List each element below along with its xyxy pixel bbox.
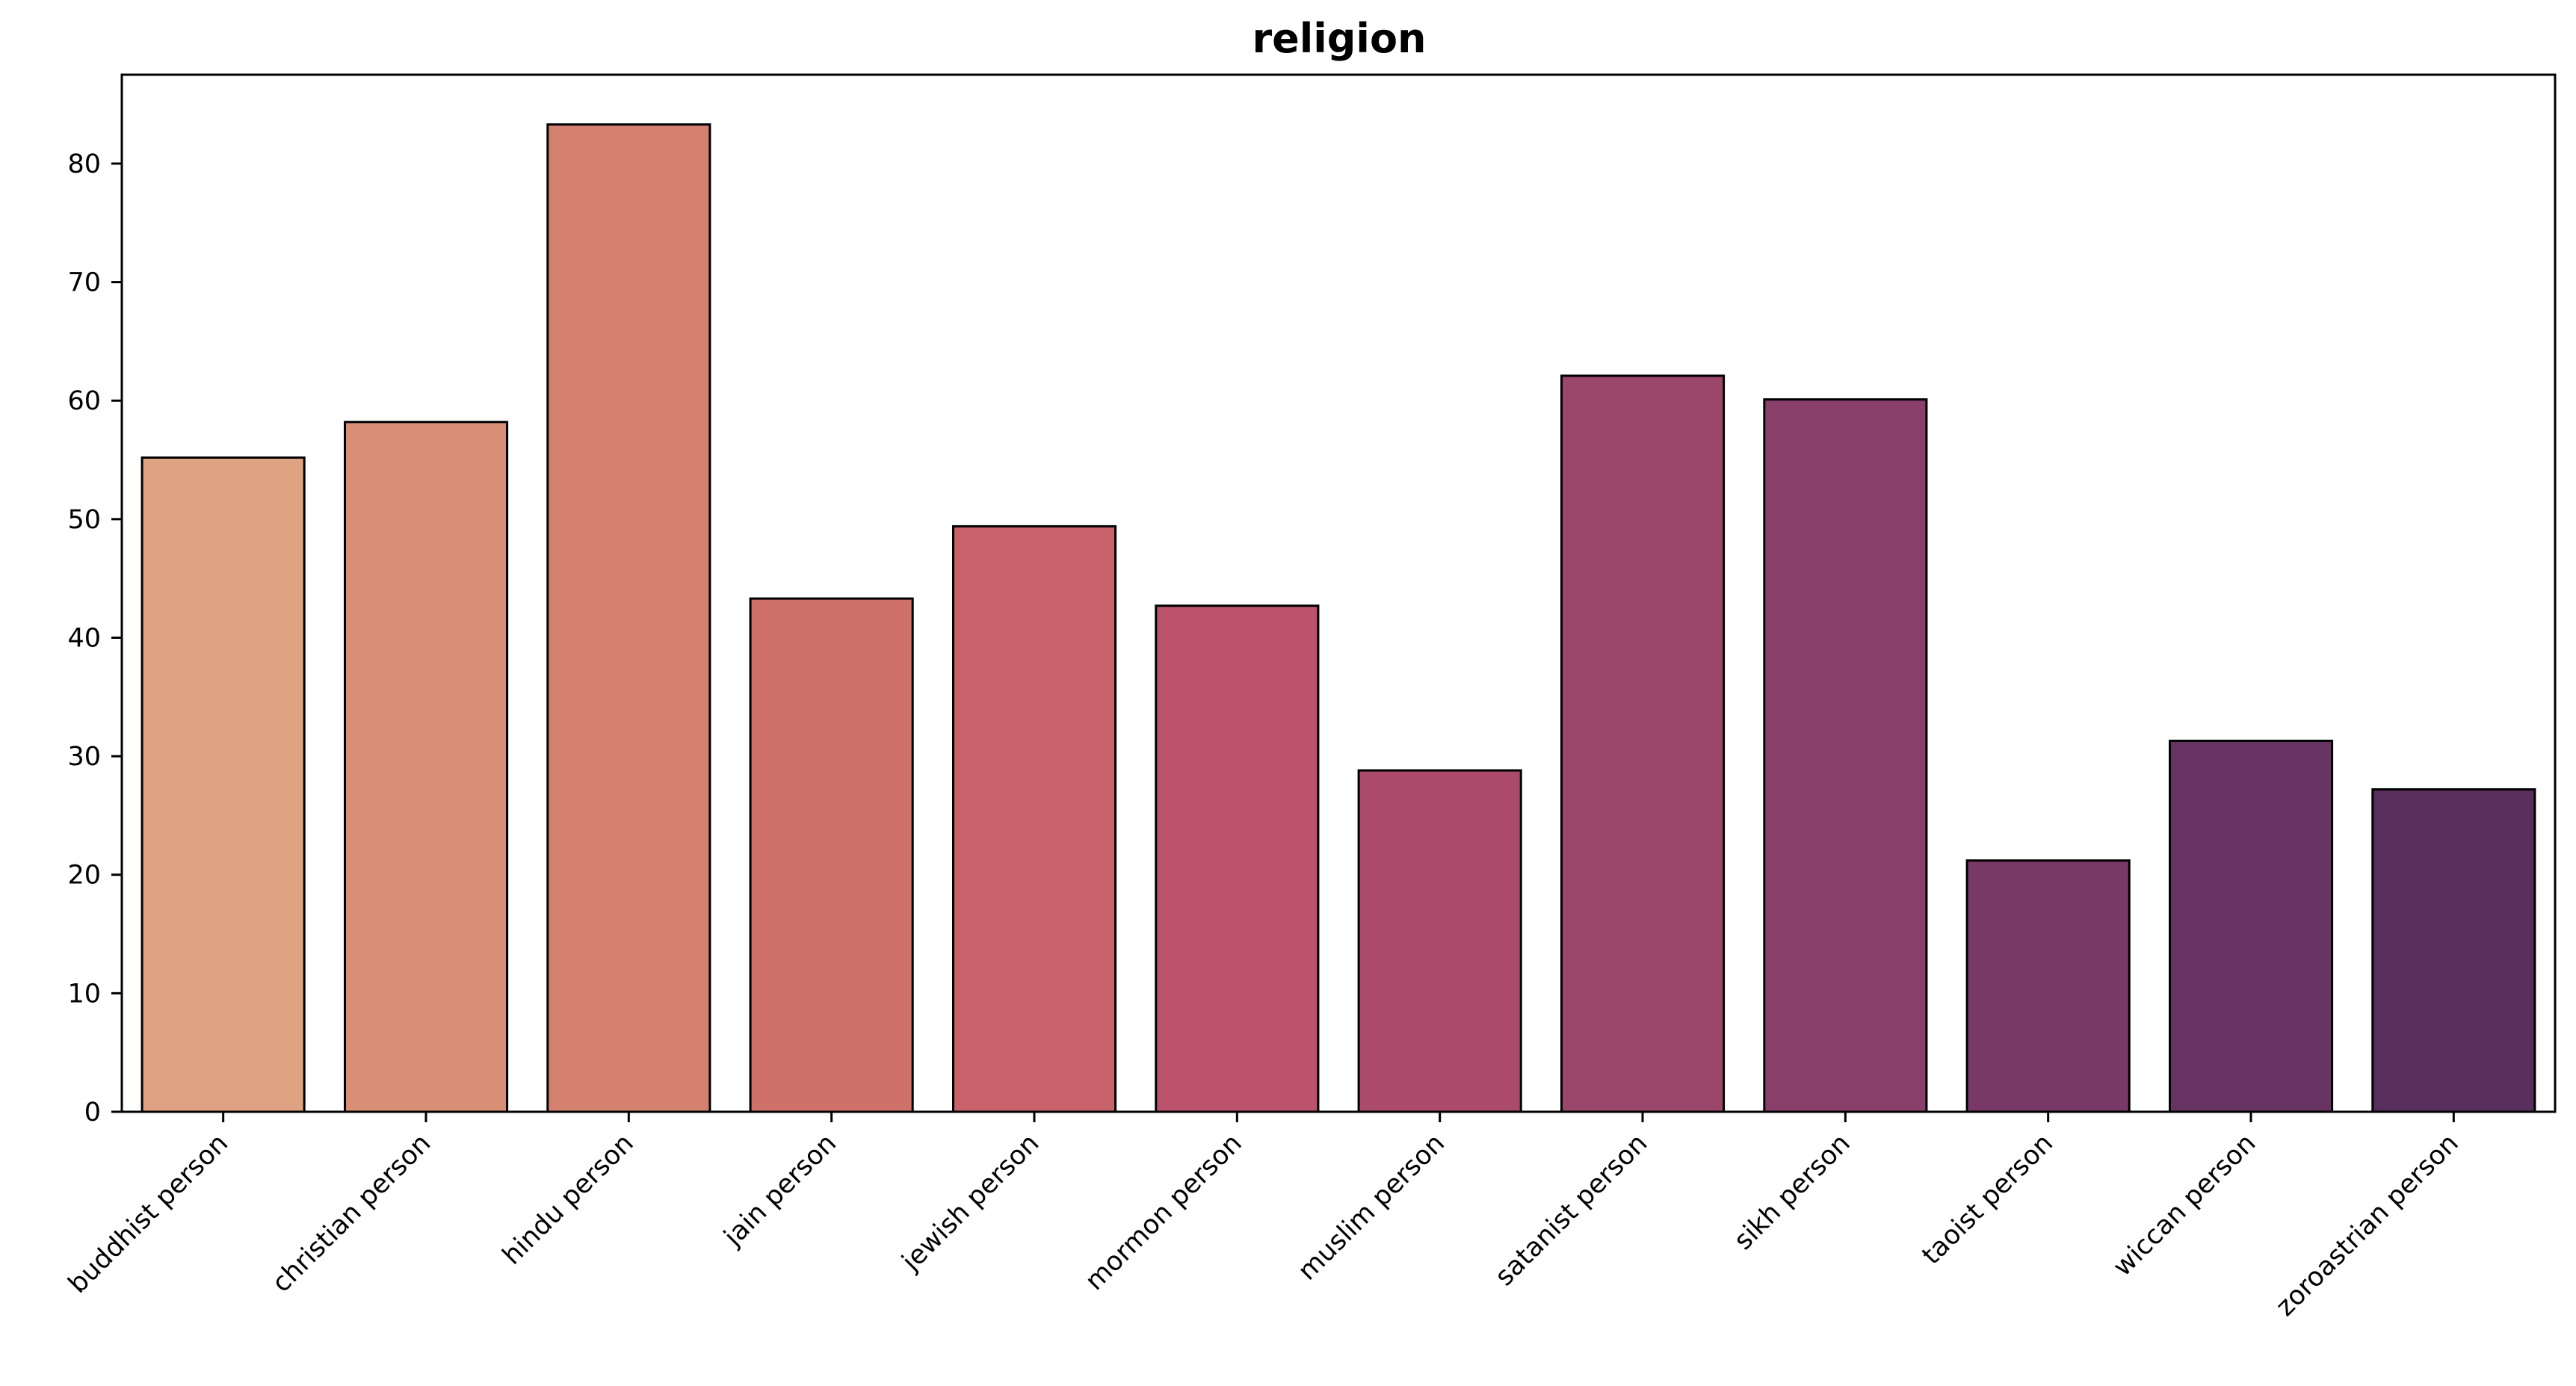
x-tick-label: muslim person [1292,1128,1451,1287]
bar-zoroastrian-person [2371,788,2536,1113]
x-tick-label: jain person [718,1128,842,1252]
chart-title: religion [1253,15,1427,62]
x-tick-label: jewish person [896,1128,1045,1277]
bar-buddhist-person [140,456,306,1113]
bar-jewish-person [952,525,1117,1113]
x-tick-label: taoist person [1917,1128,2059,1270]
x-tick-label: wiccan person [2107,1128,2261,1282]
bar-hindu-person [546,123,711,1113]
bar-wiccan-person [2169,740,2334,1113]
x-tick-label: buddhist person [63,1128,234,1299]
y-tick-label: 60 [67,386,101,416]
x-tick-label: sikh person [1729,1128,1856,1256]
y-tick-label: 10 [67,979,101,1009]
y-tick-label: 40 [67,623,101,653]
y-tick-label: 0 [84,1098,101,1127]
x-tick-label: mormon person [1080,1128,1248,1296]
x-tick-label: hindu person [497,1128,640,1271]
bar-taoist-person [1965,859,2131,1113]
bar-muslim-person [1357,769,1522,1113]
y-tick-label: 70 [67,268,101,298]
bar-sikh-person [1763,398,1928,1113]
y-tick-label: 30 [67,742,101,772]
bar-jain-person [749,597,914,1113]
x-axis: buddhist person christian person hindu per… [63,1112,2465,1322]
plot-frame [120,73,2557,1113]
bars-group [140,123,2536,1113]
x-tick-label: zoroastrian person [2270,1128,2465,1322]
y-tick-label: 80 [67,149,101,179]
y-tick-label: 50 [67,505,101,535]
bar-satanist-person [1560,374,1726,1113]
bar-christian-person [344,421,509,1113]
y-tick-label: 20 [67,861,101,891]
x-tick-label: satanist person [1489,1128,1653,1292]
y-axis: 0 10 20 30 40 50 60 70 80 [67,149,122,1127]
bar-mormon-person [1155,604,1320,1113]
x-tick-label: christian person [267,1128,437,1299]
